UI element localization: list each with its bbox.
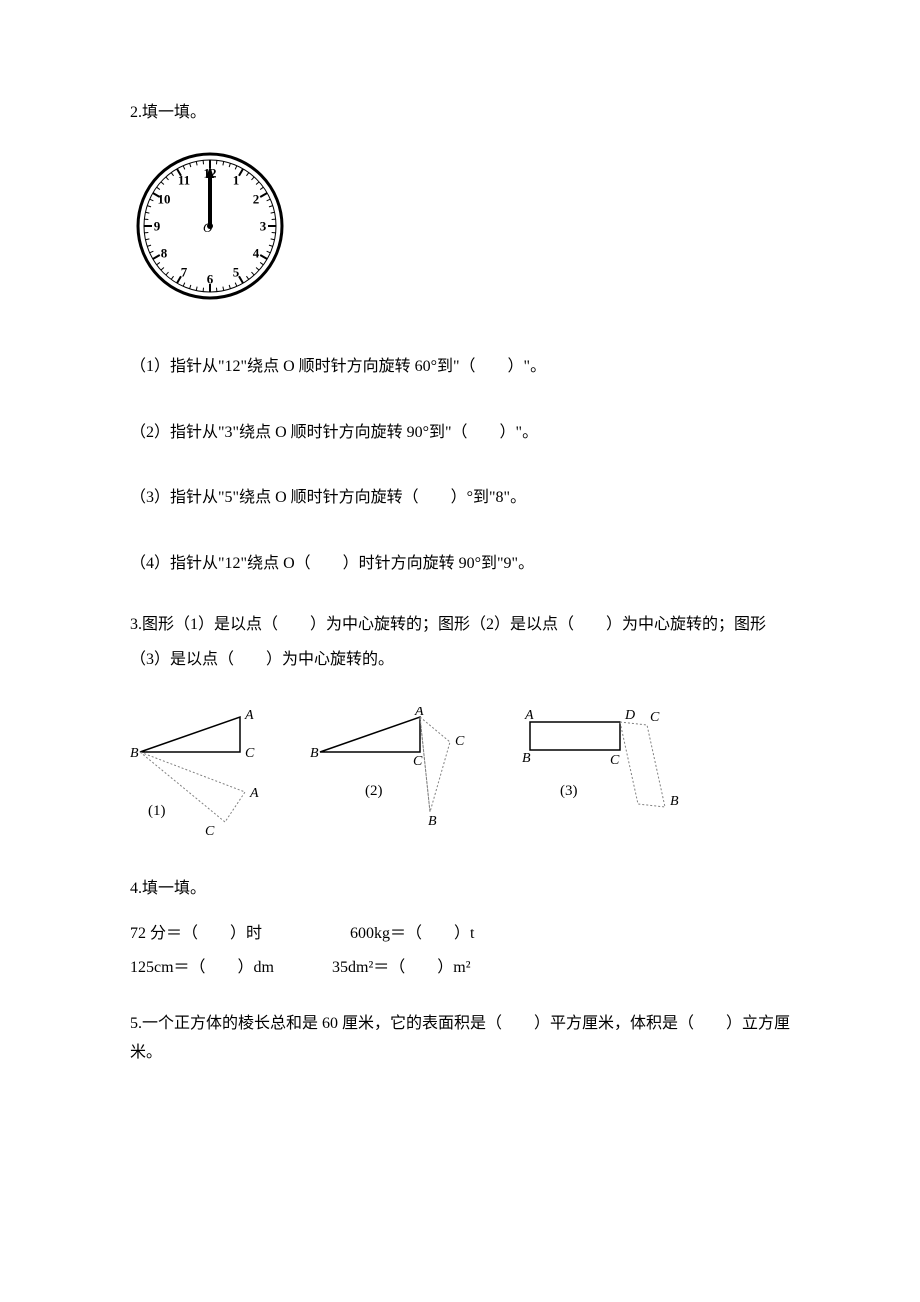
clock-icon: 12 1 2 3 4 5 6 7 8 9 10 11 O	[130, 146, 290, 306]
svg-text:8: 8	[161, 245, 168, 260]
svg-text:2: 2	[253, 191, 260, 206]
svg-text:9: 9	[154, 218, 161, 233]
q3-diagrams: A B C A C (1) A B C	[130, 707, 790, 846]
svg-text:D: D	[624, 708, 635, 723]
svg-text:7: 7	[181, 264, 188, 279]
svg-text:C: C	[205, 824, 215, 837]
question-2: 2.填一填。 12 1 2 3 4 5 6	[130, 100, 790, 577]
svg-text:A: A	[249, 786, 259, 801]
rectangle-rotation-3-icon: A D B C C B (3)	[510, 707, 700, 837]
svg-text:C: C	[455, 734, 465, 749]
svg-text:(3): (3)	[560, 783, 578, 799]
svg-text:4: 4	[253, 245, 260, 260]
q4-r1a: 72 分＝（ ）时	[130, 921, 262, 947]
svg-text:C: C	[650, 710, 660, 725]
svg-text:C: C	[245, 746, 255, 761]
svg-text:10: 10	[158, 191, 171, 206]
svg-text:(1): (1)	[148, 803, 166, 819]
q4-r2b: 35dm²＝（ ）m²	[332, 955, 471, 981]
triangle-rotation-1-icon: A B C A C (1)	[130, 707, 280, 837]
q4-r1b: 600kg＝（ ）t	[350, 921, 474, 947]
q3-text: 3.图形（1）是以点（ ）为中心旋转的；图形（2）是以点（ ）为中心旋转的；图形…	[130, 607, 790, 677]
question-5: 5.一个正方体的棱长总和是 60 厘米，它的表面积是（ ）平方厘米，体积是（ ）…	[130, 1010, 790, 1068]
svg-text:A: A	[414, 707, 424, 719]
diagram-1: A B C A C (1)	[130, 707, 280, 846]
diagram-2: A B C C B (2)	[310, 707, 480, 846]
svg-text:B: B	[130, 746, 139, 761]
svg-text:B: B	[522, 751, 531, 766]
svg-text:C: C	[413, 754, 423, 769]
q4-r2a: 125cm＝（ ）dm	[130, 955, 274, 981]
svg-text:3: 3	[260, 218, 267, 233]
q2-sub1: （1）指针从"12"绕点 O 顺时针方向旋转 60°到"（ ）"。	[130, 354, 790, 380]
svg-text:B: B	[670, 794, 679, 809]
q4-row2: 125cm＝（ ）dm 35dm²＝（ ）m²	[130, 955, 790, 981]
q2-sub4: （4）指针从"12"绕点 O（ ）时针方向旋转 90°到"9"。	[130, 551, 790, 577]
svg-text:B: B	[310, 746, 319, 761]
clock-figure: 12 1 2 3 4 5 6 7 8 9 10 11 O	[130, 146, 790, 315]
q2-sub2: （2）指针从"3"绕点 O 顺时针方向旋转 90°到"（ ）"。	[130, 420, 790, 446]
svg-text:A: A	[524, 708, 534, 723]
triangle-rotation-2-icon: A B C C B (2)	[310, 707, 480, 837]
svg-text:(2): (2)	[365, 783, 383, 799]
svg-text:B: B	[428, 814, 437, 829]
q2-sub3: （3）指针从"5"绕点 O 顺时针方向旋转（ ）°到"8"。	[130, 485, 790, 511]
svg-text:1: 1	[233, 172, 240, 187]
diagram-3: A D B C C B (3)	[510, 707, 700, 846]
q4-row1: 72 分＝（ ）时 600kg＝（ ）t	[130, 921, 790, 947]
question-3: 3.图形（1）是以点（ ）为中心旋转的；图形（2）是以点（ ）为中心旋转的；图形…	[130, 607, 790, 846]
svg-text:A: A	[244, 708, 254, 723]
question-4: 4.填一填。 72 分＝（ ）时 600kg＝（ ）t 125cm＝（ ）dm …	[130, 876, 790, 981]
q2-title: 2.填一填。	[130, 100, 790, 126]
q5-text: 5.一个正方体的棱长总和是 60 厘米，它的表面积是（ ）平方厘米，体积是（ ）…	[130, 1010, 790, 1068]
svg-text:C: C	[610, 753, 620, 768]
q4-title: 4.填一填。	[130, 876, 790, 902]
